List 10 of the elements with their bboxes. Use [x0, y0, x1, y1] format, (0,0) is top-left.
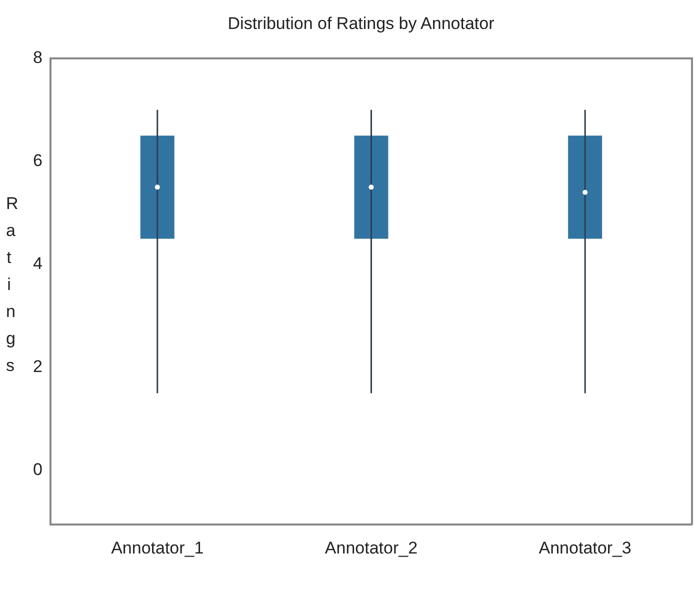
- y-tick-label: 0: [32, 460, 42, 480]
- y-tick-label: 6: [32, 151, 42, 170]
- y-axis-title: Ratings: [6, 193, 18, 377]
- x-tick-label: Annotator_3: [538, 538, 632, 558]
- x-tick-label: Annotator_2: [324, 538, 418, 558]
- y-tick-label: 4: [32, 254, 42, 274]
- y-tick-label: 8: [32, 48, 42, 68]
- y-tick-label: 2: [32, 357, 42, 376]
- x-tick-label: Annotator_1: [111, 538, 204, 558]
- chart-title: Distribution of Ratings by Annotator: [228, 14, 495, 33]
